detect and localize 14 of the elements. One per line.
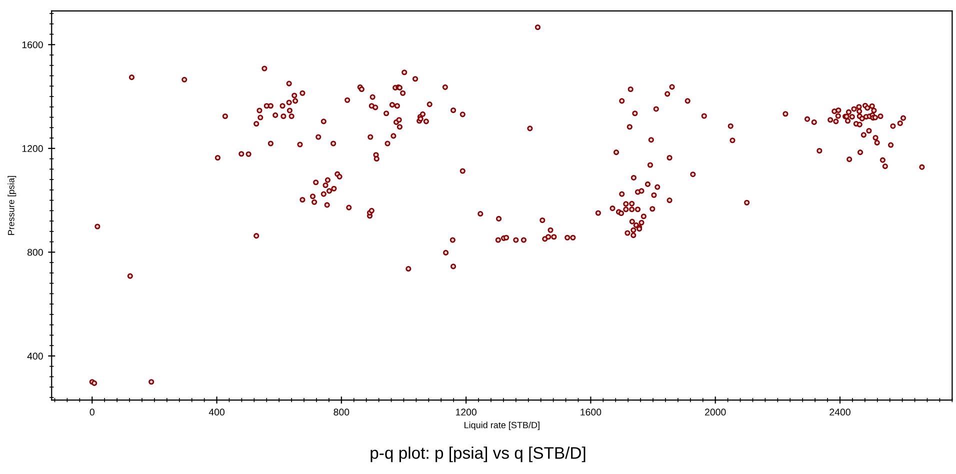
x-tick-label: 2000 <box>705 408 726 416</box>
y-tick-label: 1600 <box>22 41 43 48</box>
y-tick-label: 400 <box>27 352 43 360</box>
x-tick-label: 1200 <box>456 408 476 416</box>
x-tick-label: 0 <box>90 408 94 416</box>
x-tick-label: 1600 <box>580 408 602 416</box>
y-tick-label: 1200 <box>22 145 43 152</box>
x-tick-label: 2400 <box>830 408 850 416</box>
x-tick-label: 400 <box>208 408 225 416</box>
y-axis-title: Pressure [psia] <box>8 176 16 235</box>
text: p-q plot: p [psia] vs q [STB/D] <box>370 446 586 462</box>
x-axis-title: Liquid rate [STB/D] <box>464 422 540 430</box>
y-tick-label: 800 <box>27 248 43 256</box>
x-tick-label: 800 <box>334 408 350 416</box>
